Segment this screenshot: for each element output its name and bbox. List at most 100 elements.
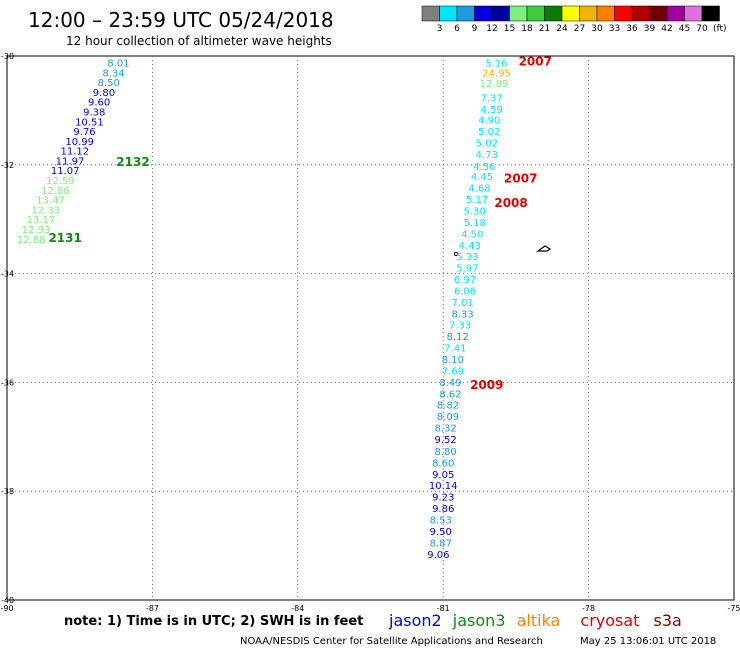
scale-label: 33 xyxy=(609,24,620,34)
swh-point: 7.41 xyxy=(444,344,466,355)
scale-label: 42 xyxy=(661,24,672,34)
swh-point: 8.80 xyxy=(434,447,456,458)
swh-point: 24.95 xyxy=(482,68,511,79)
swh-point: 8.34 xyxy=(102,68,124,79)
chart-title: 12:00 – 23:59 UTC 05/24/2018 xyxy=(28,8,334,32)
swh-point: 8.32 xyxy=(434,424,456,435)
swh-point: 9.23 xyxy=(432,493,454,504)
scale-label: 24 xyxy=(556,24,568,34)
swh-point: 11.97 xyxy=(56,156,85,167)
swh-point: 5.97 xyxy=(456,264,478,275)
swh-point: 8.09 xyxy=(437,412,459,423)
y-tick-label: -36 xyxy=(1,378,14,387)
swh-point: 13.17 xyxy=(27,215,56,226)
scale-swatch xyxy=(456,5,475,22)
y-tick-label: -30 xyxy=(1,52,14,61)
scale-label: 15 xyxy=(504,24,515,34)
satellite-altika: altika xyxy=(517,611,561,630)
pass-time-label: 2007 xyxy=(504,171,537,185)
pass-time-label: 2008 xyxy=(494,196,527,210)
swh-point: 4.90 xyxy=(478,116,500,127)
y-tick-label: -34 xyxy=(1,270,14,279)
swh-point: 8.12 xyxy=(447,332,469,343)
swh-point: 8.10 xyxy=(442,355,464,366)
island-dot xyxy=(453,251,459,257)
swh-point: 8.82 xyxy=(437,401,459,412)
swh-point: 4.56 xyxy=(473,162,495,173)
swh-point: 9.76 xyxy=(73,127,95,138)
y-tick-label: -40 xyxy=(1,596,14,605)
scale-swatch xyxy=(491,5,510,22)
swh-point: 9.06 xyxy=(427,550,449,561)
x-tick-label: -78 xyxy=(582,604,595,613)
swh-point: 8.50 xyxy=(98,78,120,89)
swh-point: 6.06 xyxy=(454,286,476,297)
satellite-legend: jason2 jason3 altika cryosat s3a xyxy=(388,611,682,630)
x-tick-label: -84 xyxy=(291,604,304,613)
footer-credit: NOAA/NESDIS Center for Satellite Applica… xyxy=(240,636,543,647)
swh-point: 10.99 xyxy=(65,137,94,148)
scale-swatch xyxy=(509,5,528,22)
swh-point: 6.97 xyxy=(454,275,476,286)
swh-point: 9.60 xyxy=(88,98,110,109)
scale-label: 9 xyxy=(472,24,478,34)
color-scale: 3 6 9 12 15 18 21 24 27 30 33 36 39 42 45 70 xyxy=(421,5,720,34)
pass-time-label: 2007 xyxy=(519,54,552,68)
swh-point: 9.52 xyxy=(434,435,456,446)
scale-label: 30 xyxy=(591,24,603,34)
swh-point: 8.33 xyxy=(451,309,473,320)
footer-note: note: 1) Time is in UTC; 2) SWH is in fe… xyxy=(64,614,363,629)
swh-point: 8.62 xyxy=(439,389,461,400)
swh-point: 8.87 xyxy=(430,538,452,549)
scale-label: 12 xyxy=(486,24,497,34)
swh-point: 9.05 xyxy=(432,470,454,481)
y-tick-label: -38 xyxy=(1,487,14,496)
grid-lines xyxy=(7,56,734,600)
island-shape xyxy=(536,245,552,252)
swh-point: 8.01 xyxy=(107,59,129,70)
swh-point: 12.33 xyxy=(31,205,60,216)
swh-point: 5.18 xyxy=(464,218,486,229)
satellite-cryosat: cryosat xyxy=(580,611,639,630)
swh-point: 12.86 xyxy=(41,186,70,197)
scale-swatch xyxy=(474,5,493,22)
swh-point: 5.30 xyxy=(464,206,486,217)
scale-swatch xyxy=(596,5,615,22)
plot-frame xyxy=(6,55,735,601)
x-tick-label: -87 xyxy=(146,604,159,613)
swh-point: 7.01 xyxy=(451,298,473,309)
swh-point: 10.51 xyxy=(75,117,104,128)
swh-point: 8.49 xyxy=(439,378,461,389)
scale-swatch xyxy=(666,5,685,22)
swh-point: 9.80 xyxy=(93,88,115,99)
swh-point: 9.38 xyxy=(83,107,105,118)
scale-label: 70 xyxy=(696,24,708,34)
swh-point: 4.68 xyxy=(468,184,490,195)
axis-ticks: -90 -87 -84 -81 -78 -75 -30 -32 -34 -36 -38 -40 xyxy=(0,52,740,613)
swh-point: 4.59 xyxy=(481,105,503,116)
satellite-jason2: jason2 xyxy=(388,611,442,630)
swh-point: 9.50 xyxy=(430,527,452,538)
swh-point: 4.73 xyxy=(476,150,498,161)
scale-label: 18 xyxy=(521,24,533,34)
scale-label: 21 xyxy=(539,24,550,34)
swh-point: 8.60 xyxy=(432,458,454,469)
swh-point: 10.14 xyxy=(429,481,458,492)
swh-point: 7.33 xyxy=(449,321,471,332)
scale-swatch xyxy=(649,5,668,22)
scale-swatch xyxy=(579,5,598,22)
swh-point: 12.59 xyxy=(46,176,75,187)
swh-point: 12.89 xyxy=(480,79,509,90)
swh-point: 7.69 xyxy=(442,366,464,377)
footer-timestamp: May 25 13:06:01 UTC 2018 xyxy=(580,636,716,647)
scale-label: 39 xyxy=(644,24,656,34)
x-tick-label: -90 xyxy=(0,604,13,613)
scale-swatch xyxy=(684,5,703,22)
swh-point: 11.07 xyxy=(51,166,80,177)
pass-time-label: 2131 xyxy=(48,231,81,245)
pass-time-label: 2009 xyxy=(470,378,503,392)
swh-point: 4.43 xyxy=(459,241,481,252)
pass-time-labels: 2132 2131 2007 2007 2008 2009 xyxy=(48,54,552,392)
swh-point: 8.53 xyxy=(430,515,452,526)
